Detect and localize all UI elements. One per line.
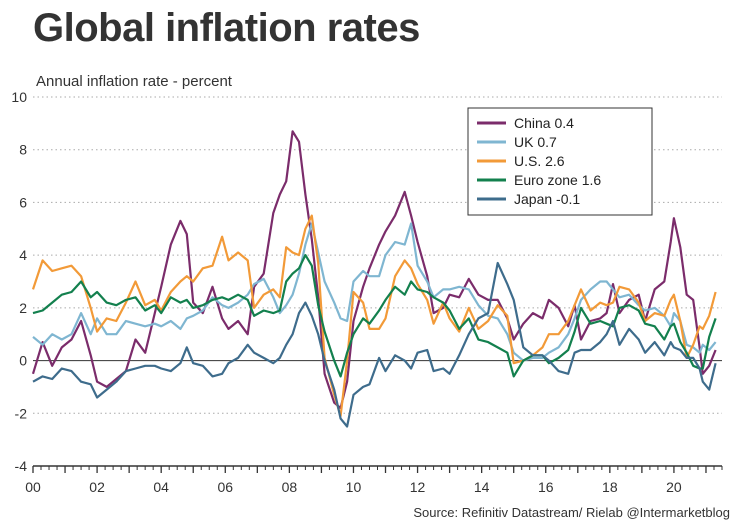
y-tick-label: -4 [15, 458, 28, 474]
x-tick-label: 18 [602, 479, 618, 495]
x-tick-label: 08 [282, 479, 298, 495]
legend-label: China 0.4 [514, 115, 574, 131]
x-tick-label: 00 [25, 479, 41, 495]
legend: China 0.4 UK 0.7 U.S. 2.6 Euro zone 1.6 Japa… [467, 107, 653, 216]
series-line-1 [32, 222, 717, 362]
x-tick-label: 06 [217, 479, 233, 495]
x-tick-label: 04 [153, 479, 169, 495]
x-tick-label: 16 [538, 479, 554, 495]
x-tick-label: 20 [666, 479, 682, 495]
series-line-4 [32, 261, 717, 428]
chart-subtitle: Annual inflation rate - percent [36, 73, 232, 90]
y-tick-label: 10 [11, 89, 27, 105]
x-tick-label: 02 [89, 479, 105, 495]
series-lines [31, 130, 717, 428]
y-tick-label: 2 [19, 300, 27, 316]
y-axis-labels: 10 8 6 4 2 0 -2 -4 [11, 89, 27, 474]
y-tick-label: -2 [15, 405, 28, 421]
x-tick-label: 12 [410, 479, 426, 495]
y-tick-label: 0 [19, 353, 27, 369]
legend-label: Japan -0.1 [514, 191, 580, 207]
series-line-2 [31, 214, 717, 417]
source-note: Source: Refinitiv Datastream/ Rielab @In… [413, 505, 730, 520]
legend-label: Euro zone 1.6 [514, 172, 601, 188]
x-tick-label: 14 [474, 479, 490, 495]
y-tick-label: 6 [19, 194, 27, 210]
y-tick-label: 8 [19, 142, 27, 158]
legend-label: U.S. 2.6 [514, 153, 565, 169]
y-tick-label: 4 [19, 247, 27, 263]
page-title: Global inflation rates [33, 6, 420, 50]
x-axis: 00 02 04 06 08 10 12 14 16 18 20 [25, 465, 723, 495]
legend-label: UK 0.7 [514, 134, 557, 150]
x-tick-label: 10 [346, 479, 362, 495]
series-line-3 [32, 254, 717, 378]
